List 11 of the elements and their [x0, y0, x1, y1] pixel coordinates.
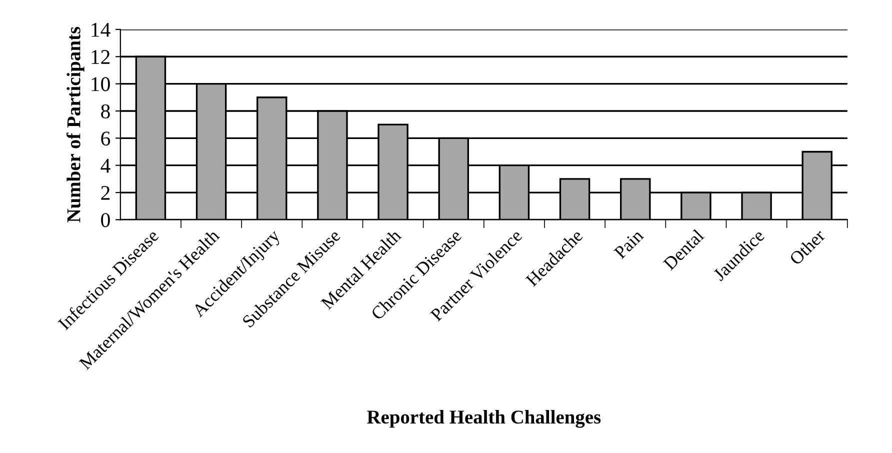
y-tick-label: 4	[100, 158, 110, 173]
y-tick-label: 12	[92, 50, 110, 64]
y-tick-label: 14	[92, 22, 110, 37]
y-tick-label: 8	[101, 104, 110, 118]
x-tick-label: Pain	[613, 228, 644, 260]
x-axis-title: Reported Health Challenges	[367, 410, 601, 428]
y-tick-label: 0	[101, 213, 110, 228]
y-tick-label: 10	[92, 77, 110, 92]
y-tick-label: 6	[101, 132, 110, 146]
y-axis-title: Number of Participants	[66, 26, 84, 222]
y-tick-label: 2	[101, 186, 110, 200]
